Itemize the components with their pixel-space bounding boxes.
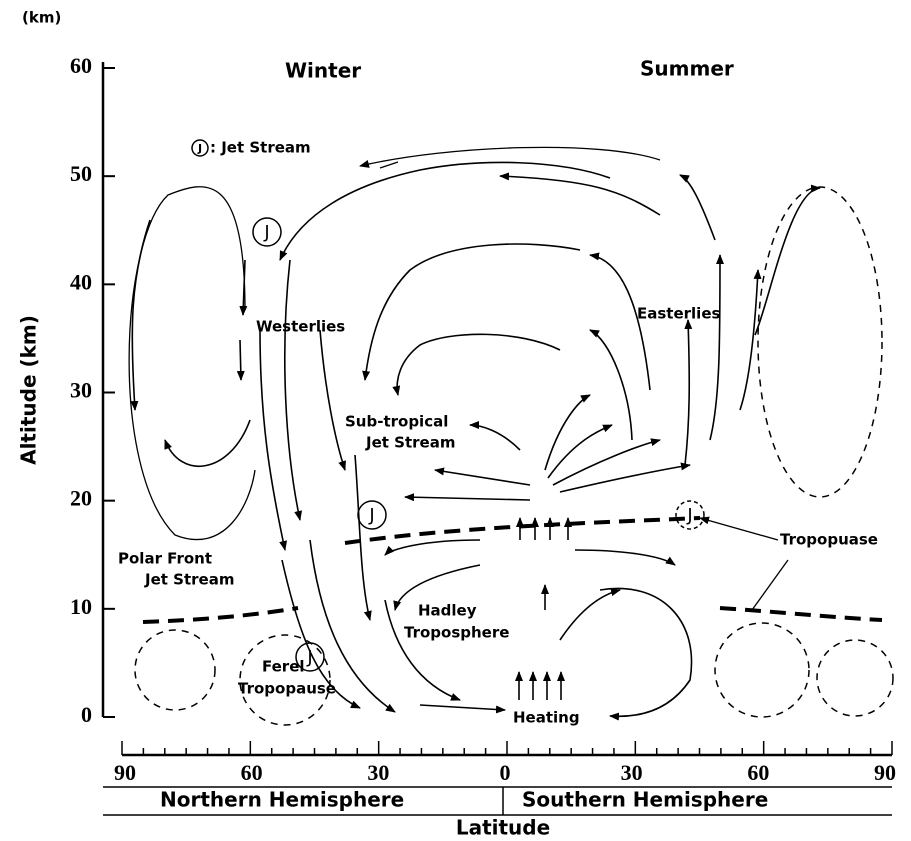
x-tick-label: 60: [747, 760, 769, 785]
flow: [164, 419, 251, 467]
flow: [354, 454, 372, 621]
pointer: [379, 161, 399, 169]
flow: [679, 174, 716, 241]
tropopause-line: [719, 606, 883, 622]
x-axis-title: Latitude: [456, 816, 550, 840]
flow: [419, 704, 506, 714]
polar-front-jet: Jet Stream: [144, 571, 234, 589]
x-tick-label: 30: [367, 760, 389, 785]
flow: [469, 421, 521, 451]
x-tick-label: 90: [114, 760, 136, 785]
subtropical-jet: Jet Stream: [365, 434, 455, 452]
tropopause-label: Tropopuase: [780, 531, 878, 549]
flow: [281, 559, 361, 709]
hemisphere-label: Northern Hemisphere: [160, 788, 404, 812]
hadley-label: Hadley: [418, 602, 477, 620]
y-tick-label: 20: [70, 486, 92, 511]
easterlies: Easterlies: [637, 305, 720, 323]
unit-label: (km): [22, 9, 61, 27]
x-tick-label: 60: [241, 760, 263, 785]
y-ticks: 0 10 20 30 40 50 60: [70, 53, 115, 727]
flow: [499, 172, 661, 216]
jet-circle: [252, 217, 282, 247]
flow: [552, 438, 661, 486]
flow: [754, 184, 821, 336]
summer-cell: [816, 639, 894, 717]
flow: [239, 259, 248, 316]
flow: [384, 599, 461, 701]
flow: [259, 329, 288, 551]
heating-label: Heating: [513, 709, 580, 727]
x-tick-label: 0: [500, 760, 511, 785]
ferel-label: Tropopause: [238, 680, 336, 698]
flow: [544, 394, 591, 471]
season-label: Summer: [640, 57, 734, 81]
x-ticks: 90 60 30 0 30 60 90: [114, 741, 896, 785]
tropopause: [142, 161, 883, 624]
flow: [236, 339, 245, 381]
flow: [589, 329, 633, 441]
flow: [319, 329, 346, 471]
polar-loop: [128, 186, 256, 541]
jet-markers: J J J J: [252, 217, 705, 672]
circulation: [128, 146, 894, 726]
jet-letter: J: [686, 505, 692, 526]
flow: [559, 462, 691, 493]
polar-front-jet: Polar Front: [118, 550, 212, 568]
pointer: [751, 559, 789, 611]
flow: [709, 253, 724, 441]
season-label: Winter: [285, 59, 361, 83]
hemisphere-label: Southern Hemisphere: [522, 788, 768, 812]
flow: [392, 333, 561, 396]
jet-symbol: [191, 139, 209, 157]
summer-cell: [714, 622, 810, 718]
x-tick-label: 30: [621, 760, 643, 785]
pointer: [699, 516, 779, 541]
flow: [574, 549, 676, 566]
westerlies: Westerlies: [256, 318, 345, 336]
jet-circle: [675, 500, 705, 530]
tropopause-line: [142, 606, 299, 624]
flow: [739, 269, 762, 411]
summer-polar-loop: [757, 186, 883, 498]
flow: [130, 219, 151, 411]
hadley-loop: [599, 587, 693, 721]
jet-letter: J: [263, 222, 269, 243]
y-tick-label: 10: [70, 594, 92, 619]
flow: [279, 161, 611, 261]
polar-cell: [134, 629, 216, 711]
y-tick-label: 60: [70, 53, 92, 78]
flow: [559, 588, 621, 641]
flow: [404, 493, 531, 502]
flow: [393, 564, 481, 611]
ferel-cell: [239, 634, 331, 726]
flow: [434, 467, 531, 486]
flow: [684, 319, 693, 466]
legend-text: : Jet Stream: [210, 139, 311, 157]
x-tick-label: 90: [874, 760, 896, 785]
y-tick-label: 30: [70, 378, 92, 403]
tropopause-line: [344, 516, 701, 545]
flow: [283, 259, 303, 521]
y-tick-label: 40: [70, 269, 92, 294]
y-axis-title: Altitude (km): [17, 315, 41, 465]
hadley-label: Troposphere: [404, 624, 509, 642]
subtropical-jet: Sub-tropical: [345, 413, 448, 431]
jet-letter: J: [306, 647, 312, 668]
flow: [362, 243, 581, 381]
ferel-label: Ferel: [262, 658, 305, 676]
flow: [309, 539, 396, 713]
flow: [547, 424, 613, 479]
axes: [101, 62, 892, 816]
jet-letter: J: [368, 505, 374, 526]
flow: [384, 539, 481, 556]
jet-symbol-letter: J: [197, 142, 202, 155]
flow: [589, 252, 651, 391]
y-tick-label: 50: [70, 161, 92, 186]
outer-arch: [359, 146, 661, 168]
y-tick-label: 0: [81, 702, 92, 727]
